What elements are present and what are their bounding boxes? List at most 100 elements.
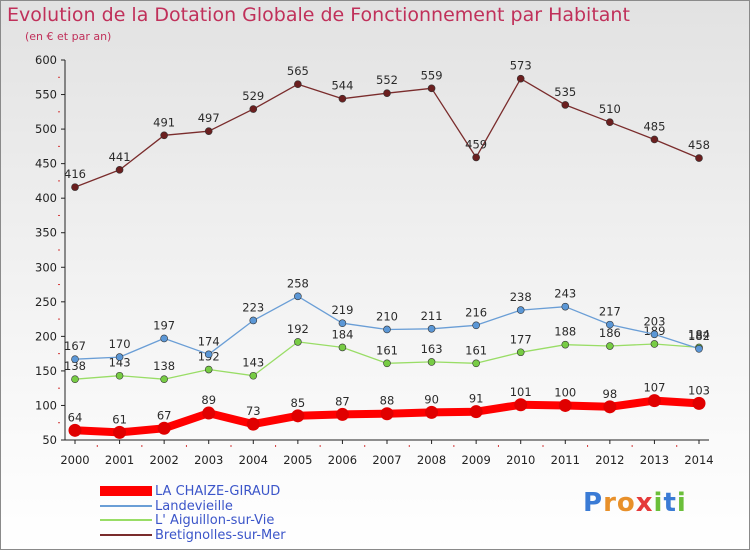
x-tick-label: 2013 xyxy=(640,453,669,467)
data-label: 67 xyxy=(157,408,172,422)
legend-label: Landevieille xyxy=(155,498,233,514)
logo-letter: i xyxy=(676,488,687,518)
data-label: 107 xyxy=(643,381,665,395)
data-label: 238 xyxy=(510,290,532,304)
data-point xyxy=(204,127,213,135)
data-label: 210 xyxy=(376,309,398,323)
data-point xyxy=(427,84,436,93)
data-point xyxy=(115,371,124,380)
data-label: 573 xyxy=(510,59,532,73)
data-point xyxy=(516,348,525,357)
data-label: 565 xyxy=(287,64,309,78)
data-point xyxy=(606,320,614,329)
y-tick-label: 300 xyxy=(35,260,57,274)
x-tick-label: 2004 xyxy=(239,453,268,467)
y-tick-label: 550 xyxy=(35,88,57,102)
legend-label: Bretignolles-sur-Mer xyxy=(155,527,286,543)
data-point xyxy=(695,154,703,162)
data-point xyxy=(380,407,394,421)
data-point xyxy=(472,359,480,368)
legend-swatch xyxy=(100,504,152,507)
data-point xyxy=(472,321,480,330)
data-point xyxy=(692,396,706,410)
data-label: 529 xyxy=(242,89,264,103)
data-point xyxy=(115,166,124,174)
data-label: 143 xyxy=(242,356,264,370)
data-label: 485 xyxy=(643,119,665,133)
data-point xyxy=(249,105,258,113)
data-label: 61 xyxy=(112,412,127,426)
data-label: 100 xyxy=(554,385,576,399)
x-tick-label: 2000 xyxy=(60,453,89,467)
y-tick-label: 200 xyxy=(35,329,57,343)
logo-letter: o xyxy=(616,488,636,518)
data-point xyxy=(115,353,124,361)
data-label: 491 xyxy=(153,115,175,129)
x-tick-label: 2006 xyxy=(328,453,357,467)
data-label: 161 xyxy=(465,343,487,357)
data-point xyxy=(650,340,659,348)
data-point xyxy=(335,407,349,421)
data-label: 217 xyxy=(599,305,621,319)
proxiti-logo: Proxiti xyxy=(583,488,687,518)
data-label: 441 xyxy=(109,150,131,164)
data-label: 223 xyxy=(242,300,264,314)
data-point xyxy=(561,302,570,311)
data-point xyxy=(427,324,436,333)
y-tick-label: 100 xyxy=(35,398,57,412)
x-tick-label: 2005 xyxy=(283,453,312,467)
y-tick-label: 600 xyxy=(35,53,57,67)
x-tick-label: 2014 xyxy=(684,453,713,467)
logo-letter: i xyxy=(653,488,664,518)
data-point xyxy=(695,344,703,353)
data-label: 103 xyxy=(688,383,710,397)
x-tick-label: 2008 xyxy=(417,453,446,467)
data-point xyxy=(516,74,525,83)
chart-subtitle: (en € et par an) xyxy=(25,30,112,43)
y-tick-label: 250 xyxy=(35,295,57,309)
data-label: 73 xyxy=(246,404,261,418)
data-point xyxy=(383,89,391,97)
data-point xyxy=(291,409,305,423)
x-tick-label: 2002 xyxy=(150,453,179,467)
data-point xyxy=(202,406,216,420)
data-point xyxy=(472,153,480,162)
data-point xyxy=(603,400,617,414)
data-label: 170 xyxy=(109,337,131,351)
y-tick-label: 400 xyxy=(35,191,57,205)
y-tick-label: 500 xyxy=(35,122,57,136)
x-tick-label: 2007 xyxy=(372,453,401,467)
data-label: 64 xyxy=(68,410,83,424)
x-tick-label: 2010 xyxy=(506,453,535,467)
data-point xyxy=(425,405,439,419)
data-label: 177 xyxy=(510,332,532,346)
data-point xyxy=(338,94,347,103)
data-label: 101 xyxy=(510,385,532,399)
data-label: 552 xyxy=(376,73,398,87)
data-label: 510 xyxy=(599,102,621,116)
data-label: 188 xyxy=(554,325,576,339)
data-label: 87 xyxy=(335,394,350,408)
data-label: 258 xyxy=(287,276,309,290)
data-label: 90 xyxy=(424,392,439,406)
y-tick-label: 450 xyxy=(35,157,57,171)
data-label: 192 xyxy=(287,322,309,336)
data-point xyxy=(71,355,79,363)
data-label: 497 xyxy=(198,111,220,125)
x-tick-label: 2011 xyxy=(551,453,580,467)
data-label: 174 xyxy=(198,334,220,348)
data-point xyxy=(558,398,572,412)
data-point xyxy=(160,334,168,343)
data-label: 211 xyxy=(421,309,443,323)
data-label: 197 xyxy=(153,318,175,332)
data-label: 459 xyxy=(465,137,487,151)
legend-label: LA CHAIZE-GIRAUD xyxy=(155,484,281,499)
data-label: 186 xyxy=(599,326,621,340)
x-tick-label: 2009 xyxy=(462,453,491,467)
data-point xyxy=(469,405,483,419)
data-label: 184 xyxy=(688,327,710,341)
data-label: 163 xyxy=(421,342,443,356)
data-point xyxy=(514,398,528,412)
